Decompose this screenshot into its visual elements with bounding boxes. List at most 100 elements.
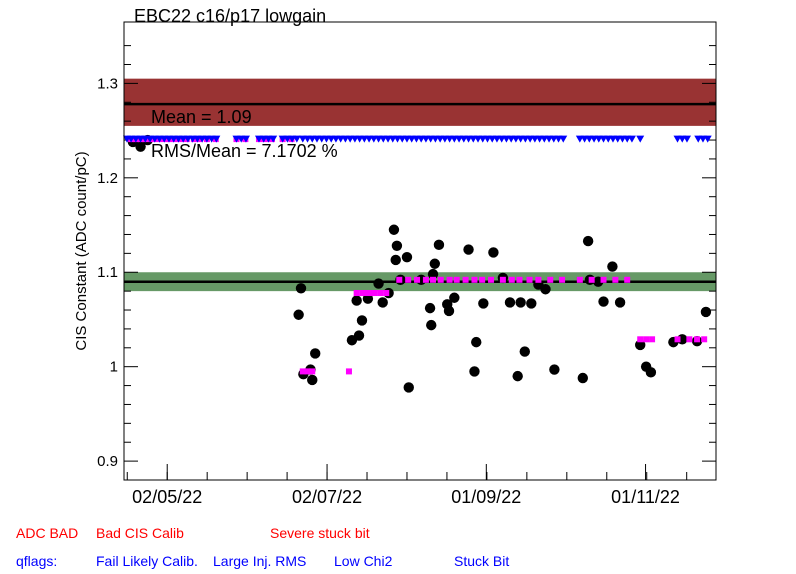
data-point — [577, 372, 588, 384]
data-point — [515, 297, 526, 308]
magenta-flag-marker — [462, 276, 469, 283]
blue-flag-marker — [269, 135, 278, 143]
red-band — [124, 78, 716, 126]
magenta-flag-marker — [535, 276, 542, 283]
data-point — [295, 283, 307, 294]
magenta-flag-marker — [686, 336, 693, 343]
data-point — [700, 306, 712, 318]
magenta-flag-marker — [559, 276, 566, 283]
data-point — [426, 319, 437, 331]
data-point — [519, 346, 530, 357]
legend-stuck-bit: Stuck Bit — [454, 553, 510, 569]
blue-flag-marker — [559, 135, 568, 143]
data-point — [512, 370, 523, 382]
legend-adc-bad: ADC BAD — [16, 525, 79, 541]
magenta-flag-marker — [471, 276, 478, 283]
legend-large-inj-rms: Large Inj. RMS — [213, 553, 307, 569]
x-tick-label: 02/05/22 — [132, 487, 202, 507]
magenta-flag-marker — [422, 276, 429, 283]
magenta-flag-marker — [377, 290, 384, 297]
magenta-flag-marker — [345, 368, 352, 375]
y-axis-label: CIS Constant (ADC count/pC) — [73, 151, 90, 350]
magenta-flag-marker — [576, 276, 583, 283]
data-point — [377, 297, 388, 308]
magenta-flag-marker — [526, 276, 533, 283]
magenta-flag-marker — [396, 276, 403, 283]
mean-annotation: Mean = 1.09 — [151, 107, 252, 127]
data-point — [351, 295, 362, 306]
data-point — [488, 247, 499, 258]
data-point — [388, 224, 400, 235]
legend-severe-stuck-bit: Severe stuck bit — [270, 525, 370, 541]
data-point — [449, 292, 460, 303]
legend-qflags: qflags: — [16, 553, 58, 569]
magenta-flag-marker — [643, 336, 650, 343]
magenta-flag-marker — [516, 276, 523, 283]
x-tick-label: 02/07/22 — [292, 487, 362, 507]
magenta-flag-marker — [371, 290, 378, 297]
magenta-flag-marker — [701, 336, 708, 343]
magenta-flag-marker — [309, 368, 316, 375]
blue-flag-marker — [627, 135, 636, 143]
data-point — [504, 297, 516, 308]
data-point — [293, 309, 304, 320]
magenta-flag-marker — [405, 276, 412, 283]
x-tick-label: 01/11/22 — [611, 487, 680, 507]
magenta-flag-marker — [353, 290, 360, 297]
data-point — [582, 235, 594, 247]
magenta-flag-marker — [674, 336, 681, 343]
magenta-flag-marker — [499, 276, 506, 283]
data-point — [353, 330, 365, 341]
magenta-flag-marker — [637, 336, 644, 343]
magenta-flag-marker — [600, 276, 607, 283]
data-point — [635, 339, 646, 351]
data-point — [549, 364, 560, 375]
data-point — [429, 258, 440, 269]
magenta-flag-marker — [177, 136, 184, 143]
blue-flag-marker — [636, 135, 645, 143]
magenta-flag-marker — [414, 276, 421, 283]
data-point — [373, 278, 384, 289]
magenta-flag-marker — [612, 276, 619, 283]
data-point — [478, 298, 489, 309]
magenta-flag-marker — [299, 368, 306, 375]
y-tick-label: 0.9 — [97, 453, 118, 470]
magenta-flag-marker — [624, 276, 631, 283]
data-point — [469, 366, 480, 377]
data-point — [427, 268, 439, 280]
magenta-flag-marker — [430, 276, 437, 283]
magenta-flag-marker — [508, 276, 515, 283]
data-point — [471, 336, 482, 348]
magenta-flag-marker — [437, 276, 444, 283]
magenta-flag-marker — [547, 276, 554, 283]
magenta-flag-marker — [694, 336, 701, 343]
blue-flag-marker — [703, 135, 712, 143]
data-point — [391, 240, 403, 252]
plot-frame — [123, 21, 717, 481]
data-point — [598, 296, 609, 307]
magenta-flag-marker — [304, 368, 311, 375]
magenta-flag-marker — [479, 276, 486, 283]
data-point — [614, 297, 626, 308]
data-point — [526, 298, 537, 309]
magenta-flag-marker — [359, 290, 366, 297]
y-tick-label: 1.1 — [97, 264, 118, 281]
magenta-flag-marker — [154, 136, 161, 143]
data-point — [307, 374, 318, 386]
data-point — [540, 284, 551, 295]
data-point — [362, 293, 374, 304]
data-point — [424, 302, 436, 314]
data-point — [463, 244, 474, 255]
data-point — [310, 348, 321, 359]
y-tick-label: 1 — [110, 359, 118, 376]
magenta-flag-marker — [453, 276, 460, 283]
chart-title: EBC22 c16/p17 lowgain — [134, 6, 326, 26]
blue-flag-marker — [292, 135, 301, 143]
legend-low-chi2: Low Chi2 — [334, 553, 393, 569]
data-point — [607, 261, 618, 272]
data-point — [356, 315, 368, 326]
blue-flag-marker — [241, 135, 250, 143]
blue-flag-marker — [212, 135, 221, 143]
blue-flag-marker — [682, 135, 691, 143]
